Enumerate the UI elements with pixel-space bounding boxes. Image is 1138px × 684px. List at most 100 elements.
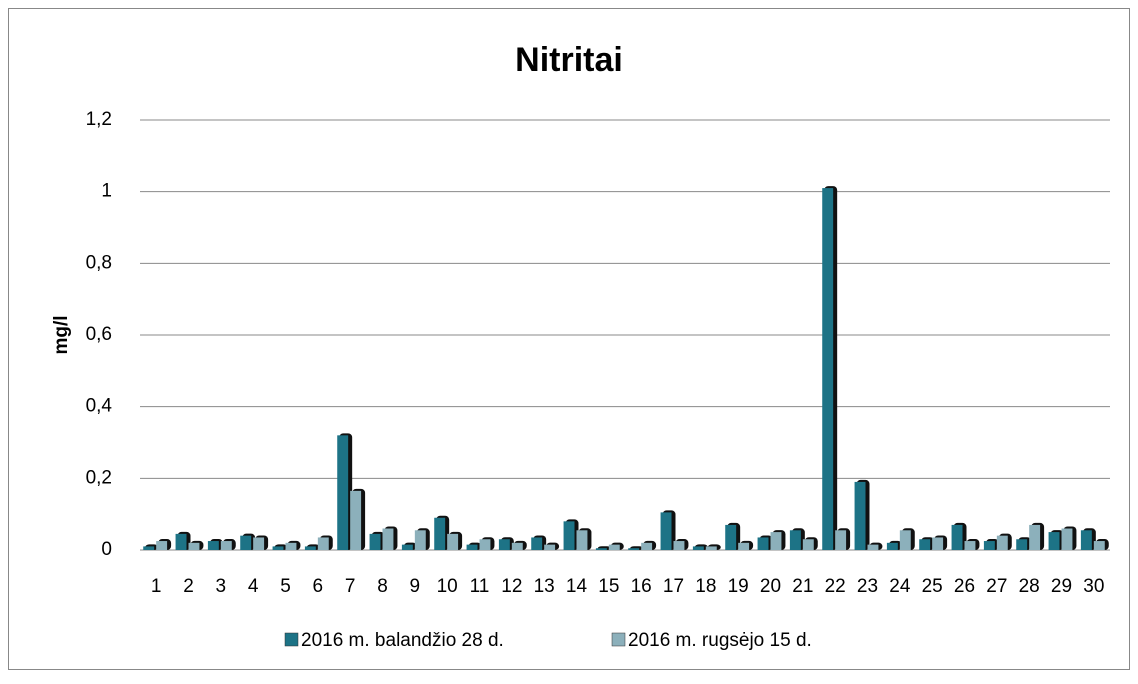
x-tick-label: 9 [410,576,421,597]
x-tick-label: 3 [216,576,227,597]
x-tick-label: 6 [313,576,324,597]
x-tick-label: 7 [345,576,356,597]
bar [886,542,898,550]
x-tick-label: 22 [825,576,846,597]
x-tick-label: 20 [760,576,781,597]
y-tick-label: 1,2 [86,109,112,130]
x-tick-label: 11 [470,576,490,597]
x-tick-label: 25 [922,576,943,597]
bar [434,517,446,550]
bar [867,544,879,550]
x-tick-label: 19 [728,576,749,597]
bar [822,188,834,551]
x-tick-label: 29 [1051,576,1072,597]
bar [660,512,672,550]
x-tick-label: 27 [986,576,1007,597]
legend-swatch [284,632,299,647]
bar [1061,528,1073,550]
y-tick-label: 0,4 [86,396,113,417]
bar [641,542,653,550]
y-tick-label: 0,2 [86,467,112,488]
bar [608,544,620,550]
bar [932,537,944,550]
bar [919,539,931,550]
bar [220,541,232,550]
bar [725,524,737,550]
bar [188,542,200,550]
x-tick-label: 18 [695,576,716,597]
bar [899,530,911,550]
bar [996,535,1008,550]
bar [369,533,381,550]
bar [738,542,750,550]
chart-frame [8,8,1130,670]
bar [576,530,588,550]
bar [951,524,963,550]
bar [1048,532,1060,550]
bar [272,546,284,550]
x-tick-label: 26 [954,576,975,597]
chart-title: Nitritai [515,41,623,79]
x-tick-label: 16 [631,576,652,597]
x-tick-label: 15 [598,576,619,597]
bar [156,541,168,550]
bar [175,533,187,550]
y-tick-label: 0,8 [86,252,112,273]
bar [414,530,426,550]
x-tick-label: 21 [792,576,813,597]
y-tick-label: 0,6 [86,324,112,345]
bar [337,435,349,550]
bar [285,542,297,550]
x-tick-label: 2 [183,576,194,597]
bar [854,481,866,550]
bar [479,539,491,550]
y-tick-label: 1 [101,181,112,202]
x-tick-label: 28 [1019,576,1040,597]
bar [563,521,575,550]
x-tick-label: 1 [151,576,162,597]
bar [757,537,769,550]
bar [628,548,640,550]
legend-label: 2016 m. balandžio 28 d. [301,630,504,651]
bar [498,539,510,550]
bar [983,541,995,550]
x-tick-label: 10 [437,576,458,597]
x-tick-label: 4 [248,576,259,597]
bar [673,541,685,550]
y-axis-label: mg/l [51,315,72,354]
bar [964,541,976,550]
legend-label: 2016 m. rugsėjo 15 d. [628,630,812,651]
bar [350,490,362,550]
bar [692,546,704,550]
bar [511,542,523,550]
bar [447,533,459,550]
bar [835,530,847,550]
x-tick-label: 13 [534,576,555,597]
x-tick-label: 12 [501,576,522,597]
bar [789,530,801,550]
bar [143,546,155,550]
bar [531,537,543,550]
bar [317,537,329,550]
bar [1029,524,1041,550]
bar [544,544,556,550]
bar [240,535,252,550]
bar [770,532,782,550]
bar [705,546,717,550]
bar [1080,530,1092,550]
bar [466,544,478,550]
x-tick-label: 24 [889,576,911,597]
bar [401,544,413,550]
bar [382,528,394,550]
bar [802,539,814,550]
bar [1093,541,1105,550]
x-tick-label: 14 [566,576,588,597]
x-tick-label: 30 [1083,576,1104,597]
y-tick-label: 0 [101,539,112,560]
bar [253,537,265,550]
bar [304,546,316,550]
x-tick-label: 8 [377,576,388,597]
bar [1016,539,1028,550]
x-tick-label: 5 [280,576,291,597]
